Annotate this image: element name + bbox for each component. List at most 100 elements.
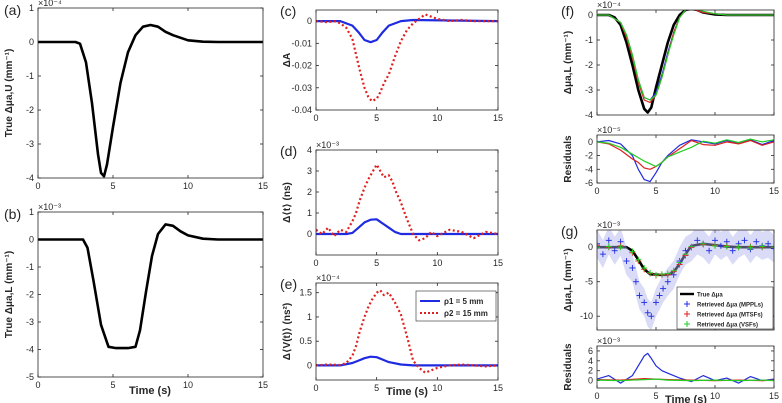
- y-tick-label: -3: [26, 139, 34, 149]
- x-tick-label: 5: [374, 383, 379, 393]
- series-line-vsfs: [597, 138, 774, 168]
- y-tick-label: -1: [26, 71, 34, 81]
- x-tick-label: 10: [183, 380, 193, 390]
- y-tick-label: 1: [29, 3, 34, 13]
- series-marker-retrievedamppls: [629, 264, 636, 271]
- panel-label: (f): [561, 3, 574, 19]
- y-tick-label: 0: [29, 235, 34, 245]
- axes-box: [315, 282, 499, 381]
- x-tick-label: 5: [110, 181, 115, 191]
- series-marker-retrievedamtsfs: [597, 242, 600, 249]
- y-tick-label: -6: [585, 178, 593, 188]
- x-tick-label: 0: [594, 186, 599, 196]
- series-marker-retrievedamppls: [597, 240, 600, 247]
- series-marker-retrievedavsfs: [712, 242, 718, 249]
- x-tick-label: 15: [258, 181, 268, 191]
- axis-exponent: ×10⁻⁴: [38, 0, 62, 8]
- axes-box: [37, 211, 264, 378]
- series-marker-retrievedamppls: [623, 258, 630, 265]
- y-tick-label: -5: [26, 372, 34, 382]
- series-line-vsfs: [597, 10, 774, 101]
- legend-label: ρ2 = 15 mm: [444, 309, 488, 318]
- x-tick-label: 5: [374, 258, 379, 268]
- x-tick-label: 15: [493, 113, 503, 123]
- panel-g: -10 -5 0 ×10⁻³ Δμa,L (mm⁻¹) (g) True Δμa Retrie…: [561, 220, 775, 331]
- series-marker-retrievedavsfs: [682, 251, 689, 258]
- series-marker-retrievedamppls: [605, 237, 612, 244]
- series-marker-retrievedamppls: [729, 247, 736, 254]
- series-line-mppls: [597, 139, 774, 183]
- legend-label: ρ1 = 5 mm: [444, 297, 483, 306]
- y-tick-label: -10: [580, 311, 593, 321]
- x-tick-label: 10: [183, 181, 193, 191]
- y-tick-label: -0.02: [291, 61, 312, 71]
- y-tick-label: -2: [585, 151, 593, 161]
- axes-box: [596, 229, 775, 331]
- x-tick-label: 5: [653, 186, 658, 196]
- series-marker-retrievedavsfs: [658, 271, 665, 278]
- axis-exponent: ×10⁻⁴: [597, 0, 621, 10]
- series-marker-retrievedavsfs: [759, 243, 766, 250]
- y-axis-label: Δ⟨t⟩ (ns): [282, 182, 293, 223]
- y-tick-label: 0: [588, 137, 593, 147]
- y-axis-label: ΔA: [282, 53, 293, 67]
- y-tick-label: 1.5: [299, 288, 312, 298]
- x-axis-label: Time (s): [665, 394, 707, 403]
- y-tick-label: -4: [585, 164, 593, 174]
- y-tick-label: -2: [585, 60, 593, 70]
- x-tick-label: 0: [594, 391, 599, 401]
- series-marker-retrievedavsfs: [735, 244, 742, 251]
- y-axis-label: Δμa,L (mm⁻¹): [563, 248, 574, 311]
- y-tick-label: 0.5: [299, 336, 312, 346]
- axis-exponent: ×10⁻³: [597, 336, 620, 346]
- y-tick-label: -5: [585, 277, 593, 287]
- series-line-true: [38, 23, 263, 178]
- x-axis-label: Time (s): [386, 386, 428, 398]
- legend-label: Retrieved Δμa (MTSFs): [697, 313, 763, 319]
- x-tick-label: 5: [374, 113, 379, 123]
- y-tick-label: -3: [585, 85, 593, 95]
- y-tick-label: -3: [26, 317, 34, 327]
- y-axis-label: True Δμa,U (mm⁻¹): [4, 49, 15, 138]
- y-tick-label: -4: [26, 173, 34, 183]
- x-tick-label: 0: [35, 380, 40, 390]
- x-tick-label: 10: [710, 391, 720, 401]
- series-marker-retrievedamppls: [656, 292, 663, 299]
- axis-exponent: ×10⁻⁵: [597, 125, 621, 135]
- legend-label: Retrieved Δμa (VSFs): [697, 323, 758, 329]
- x-tick-label: 10: [710, 186, 720, 196]
- y-tick-label: 4: [588, 356, 593, 366]
- y-tick-label: 2: [588, 366, 593, 376]
- y-tick-label: 3: [307, 166, 312, 176]
- series-line-mtsfs: [597, 10, 774, 104]
- panel-f_res: 0 5 10 15 -6 -4 -2 0 ×10⁻⁵ Residuals: [563, 125, 779, 196]
- axes-box: [315, 9, 499, 111]
- y-tick-label: -0.04: [291, 105, 312, 115]
- y-tick-label: -1: [26, 262, 34, 272]
- y-axis-label: Residuals: [563, 343, 574, 391]
- series-marker-retrievedamppls: [753, 238, 760, 245]
- y-tick-label: 4: [307, 145, 312, 155]
- panel-e: 0 5 10 15 0 0.5 1 1.5 ×10⁻⁴ Δ⟨V(t)⟩ (ns²) (e) ρ1 = …: [280, 273, 503, 393]
- series-marker-retrievedavsfs: [629, 248, 636, 255]
- y-tick-label: 6: [588, 346, 593, 356]
- series-marker-retrievedamppls: [717, 242, 724, 249]
- x-tick-label: 0: [313, 113, 318, 123]
- series-marker-retrievedavsfs: [641, 264, 648, 271]
- series-marker-retrievedamppls: [632, 278, 639, 285]
- panel-b: 0 5 10 15 -5 -4 -3 -2 -1 0 1 ×10⁻³ True Δμa,L (mm⁻¹)…: [4, 202, 268, 390]
- series-line-mtsfs: [597, 139, 774, 170]
- series-marker-retrievedamppls: [660, 285, 667, 292]
- series-marker-retrievedamppls: [765, 240, 772, 247]
- axes-box: [37, 7, 264, 179]
- series-line-215mm: [316, 289, 498, 374]
- y-tick-label: 0: [307, 229, 312, 239]
- series-line-true: [597, 10, 774, 114]
- series-marker-retrievedavsfs: [700, 240, 707, 247]
- panel-label: (b): [4, 206, 21, 222]
- series-line-true: [38, 223, 263, 350]
- series-marker-retrievedavsfs: [676, 259, 683, 266]
- series-line-mppls: [597, 10, 774, 101]
